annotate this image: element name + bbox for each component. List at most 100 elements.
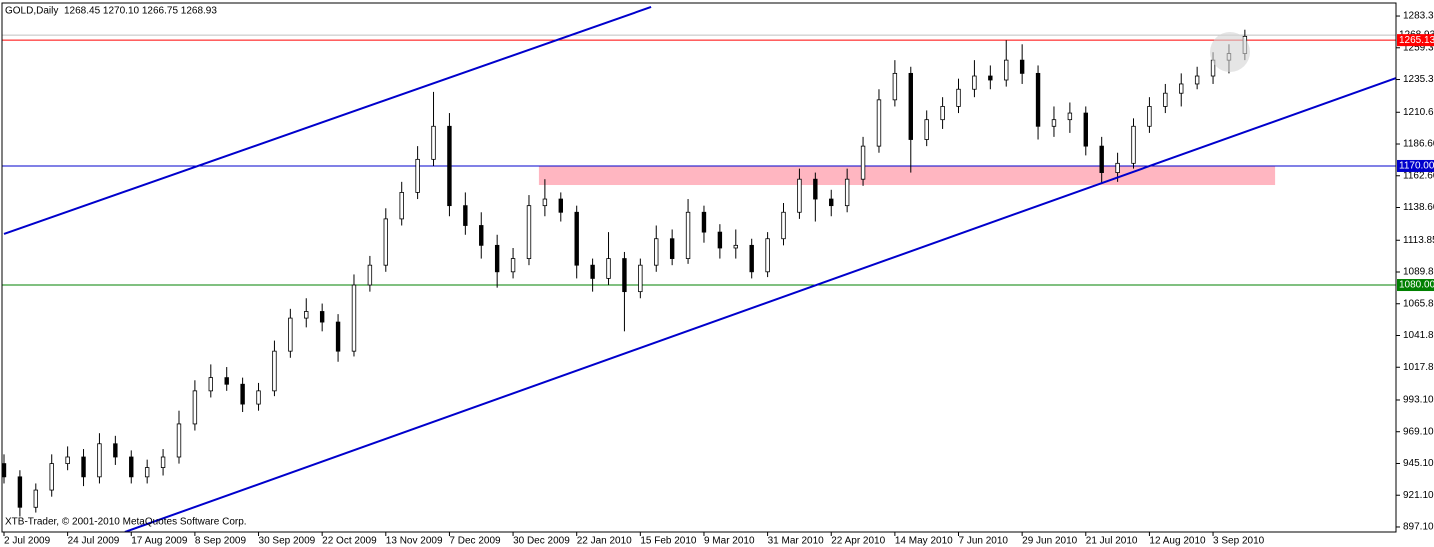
- x-tick-label: 21 Jul 2010: [1086, 536, 1138, 547]
- x-tick-label: 9 Mar 2010: [704, 536, 755, 547]
- x-tick-label: 31 Mar 2010: [768, 536, 825, 547]
- candle-body: [908, 72, 913, 140]
- candle-body: [526, 205, 532, 259]
- candle-body: [558, 198, 563, 213]
- x-tick-label: 17 Aug 2009: [131, 536, 188, 547]
- x-tick-label: 13 Nov 2009: [386, 536, 443, 547]
- candle-body: [844, 178, 850, 207]
- candle-body: [192, 390, 198, 425]
- y-tick-label: 1041.85: [1403, 330, 1434, 341]
- candle-body: [765, 238, 770, 273]
- candle-body: [65, 456, 70, 465]
- candle-body: [1019, 59, 1025, 74]
- candle-body: [272, 350, 277, 392]
- x-tick-label: 7 Dec 2009: [449, 536, 501, 547]
- x-tick-label: 15 Feb 2010: [640, 536, 697, 547]
- candle-body: [1179, 83, 1184, 94]
- candle-body: [1035, 72, 1041, 127]
- level-label: 1170.00: [1399, 161, 1434, 172]
- candle-body: [940, 106, 945, 121]
- zone: [538, 165, 1276, 186]
- y-tick-label: 897.10: [1403, 522, 1434, 533]
- candle-body: [1051, 119, 1057, 127]
- candle-body: [638, 264, 643, 293]
- level-label: 1265.13: [1399, 35, 1434, 46]
- candle-body: [1099, 145, 1104, 173]
- candle-body: [813, 178, 818, 200]
- candle-body: [860, 145, 866, 180]
- candle-body: [97, 443, 102, 478]
- candle-body: [129, 456, 134, 478]
- candle-body: [590, 264, 595, 279]
- candle-body: [829, 198, 834, 207]
- candle-body: [574, 211, 579, 266]
- candle-body: [1194, 75, 1200, 85]
- candle-body: [240, 383, 245, 405]
- candle-body: [415, 158, 420, 193]
- candle-body: [447, 125, 452, 207]
- y-tick-label: 921.10: [1403, 490, 1434, 501]
- candle-body: [351, 284, 357, 352]
- candle-body: [463, 205, 468, 226]
- y-tick-label: 1283.35: [1403, 11, 1434, 22]
- candle-body: [654, 238, 659, 266]
- x-tick-label: 8 Sep 2009: [195, 536, 247, 547]
- candle-body: [304, 311, 309, 319]
- x-tick-label: 14 May 2010: [895, 536, 953, 547]
- candle-body: [956, 88, 961, 107]
- x-tick-label: 12 Aug 2010: [1149, 536, 1206, 547]
- candle-body: [160, 456, 166, 468]
- candle-body: [797, 178, 802, 213]
- candle-body: [510, 258, 516, 273]
- candle-body: [1147, 106, 1152, 127]
- candle-body: [2, 463, 7, 478]
- level-box: [1397, 159, 1434, 172]
- candle-body: [367, 264, 373, 286]
- x-tick-label: 29 Jun 2010: [1022, 536, 1077, 547]
- y-tick-label: 1186.60: [1403, 139, 1434, 150]
- candle-body: [1163, 92, 1168, 107]
- candle-body: [781, 211, 786, 240]
- x-tick-label: 30 Dec 2009: [513, 536, 570, 547]
- y-tick-label: 1138.60: [1403, 202, 1434, 213]
- plot-frame: [1, 2, 1397, 533]
- x-tick-label: 30 Sep 2009: [259, 536, 316, 547]
- candle-body: [256, 390, 261, 405]
- x-tick-label: 3 Sep 2010: [1213, 536, 1265, 547]
- candle-body: [176, 423, 182, 458]
- candle-body: [749, 244, 754, 273]
- candle-body: [1083, 112, 1088, 147]
- x-tick-label: 22 Apr 2010: [831, 536, 885, 547]
- y-tick-label: 969.10: [1403, 426, 1434, 437]
- y-tick-label: 1017.85: [1403, 362, 1434, 373]
- quote: 1268.45 1270.10 1266.75 1268.93: [64, 6, 217, 17]
- x-tick-label: 22 Oct 2009: [322, 536, 377, 547]
- highlight-circle: [1210, 32, 1250, 72]
- level-box: [1397, 279, 1434, 292]
- candle-body: [431, 125, 436, 160]
- x-tick-label: 22 Jan 2010: [577, 536, 632, 547]
- candle-body: [17, 476, 23, 508]
- y-tick-label: 1210.60: [1403, 107, 1434, 118]
- candle-body: [542, 198, 548, 207]
- x-tick-label: 2 Jul 2009: [4, 536, 51, 547]
- trendline: [124, 77, 1396, 532]
- candle-body: [383, 218, 388, 266]
- x-tick-label: 24 Jul 2009: [68, 536, 120, 547]
- candle-body: [1131, 125, 1136, 164]
- trendline: [3, 6, 652, 235]
- candle-body: [892, 72, 898, 101]
- candle-body: [717, 231, 723, 249]
- candle-body: [685, 211, 691, 259]
- candle-body: [33, 489, 39, 508]
- candle-body: [622, 258, 627, 293]
- candle-body: [733, 244, 738, 249]
- candle-body: [1067, 112, 1073, 121]
- level-label: 1080.00: [1399, 280, 1434, 291]
- chart-title: GOLD,Daily: [5, 6, 58, 17]
- x-tick-label: 7 Jun 2010: [959, 536, 1009, 547]
- candle-body: [288, 317, 293, 352]
- candle-body: [144, 467, 150, 478]
